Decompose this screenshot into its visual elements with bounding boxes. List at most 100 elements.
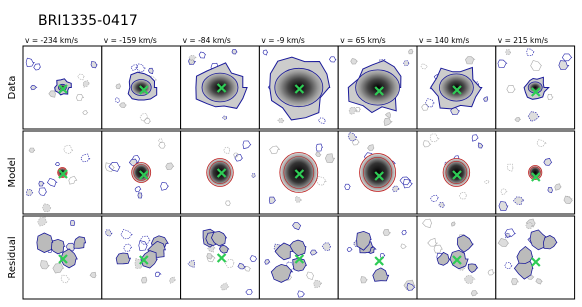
noise-contour bbox=[505, 49, 512, 55]
residual-contour bbox=[436, 251, 451, 266]
noise-contour bbox=[292, 222, 302, 231]
noise-contour bbox=[408, 48, 414, 55]
panel-frame bbox=[495, 215, 576, 300]
center-marker bbox=[531, 172, 541, 182]
panel bbox=[22, 130, 103, 215]
noise-contour bbox=[251, 173, 256, 178]
residual-contour bbox=[274, 242, 294, 261]
panel bbox=[416, 215, 497, 300]
noise-contour bbox=[249, 255, 258, 263]
title: BRI1335-0417 bbox=[38, 13, 138, 29]
noise-contour bbox=[42, 203, 52, 213]
center-marker bbox=[139, 255, 149, 265]
residual-contour bbox=[288, 239, 307, 257]
noise-contour bbox=[526, 48, 535, 57]
column-label: v = -159 km/s bbox=[104, 36, 157, 45]
center-marker bbox=[294, 254, 305, 264]
panel bbox=[22, 45, 103, 130]
residual-contour bbox=[210, 230, 228, 247]
noise-contour bbox=[63, 145, 74, 154]
noise-contour bbox=[70, 220, 76, 227]
center-marker bbox=[531, 87, 541, 97]
column-label: v = 65 km/s bbox=[340, 36, 386, 45]
noise-contour bbox=[500, 188, 508, 195]
noise-contour bbox=[425, 98, 435, 108]
noise-contour bbox=[306, 271, 315, 280]
noise-contour bbox=[430, 194, 440, 203]
noise-contour bbox=[158, 141, 166, 149]
noise-contour bbox=[135, 63, 146, 73]
center-marker bbox=[58, 84, 68, 94]
noise-contour bbox=[329, 56, 337, 63]
noise-contour bbox=[123, 243, 133, 252]
noise-contour bbox=[198, 51, 207, 59]
model-contour bbox=[209, 161, 231, 185]
noise-contour bbox=[38, 187, 47, 196]
center-marker bbox=[452, 255, 462, 265]
noise-contour bbox=[400, 243, 407, 249]
noise-contour bbox=[354, 107, 361, 113]
panel bbox=[180, 130, 260, 215]
noise-contour bbox=[527, 111, 540, 122]
noise-contour bbox=[384, 112, 391, 119]
panel bbox=[180, 215, 260, 300]
model bbox=[359, 153, 397, 192]
noise-contour bbox=[169, 276, 177, 284]
noise-contour bbox=[38, 180, 45, 187]
noise-contour bbox=[294, 195, 303, 203]
noise-contour bbox=[350, 58, 359, 65]
column-label: v = -234 km/s bbox=[25, 36, 78, 45]
model-contour bbox=[58, 168, 67, 177]
noise-contour bbox=[268, 196, 276, 204]
residual-contour bbox=[270, 263, 294, 283]
noise-contour bbox=[90, 60, 98, 69]
noise-contour bbox=[506, 84, 516, 94]
center-marker bbox=[139, 170, 149, 180]
residual-contour bbox=[73, 236, 87, 249]
noise-contour bbox=[497, 238, 510, 247]
center-marker bbox=[294, 84, 305, 94]
column-label: v = -9 km/s bbox=[261, 36, 305, 45]
residual-contour bbox=[542, 235, 558, 250]
residual-contour bbox=[356, 230, 372, 251]
noise-contour bbox=[465, 56, 476, 65]
noise-contour bbox=[188, 54, 197, 61]
center-marker bbox=[216, 253, 227, 263]
panel bbox=[258, 130, 339, 215]
noise-contour bbox=[233, 152, 240, 158]
noise-contour bbox=[313, 279, 323, 289]
center-marker bbox=[139, 85, 149, 95]
noise-contour bbox=[244, 265, 252, 272]
panel bbox=[180, 45, 260, 130]
noise-contour bbox=[105, 162, 115, 173]
noise-contour bbox=[28, 147, 36, 153]
noise-contour bbox=[68, 175, 78, 185]
center-marker bbox=[374, 86, 384, 96]
noise-contour bbox=[346, 247, 353, 252]
noise-contour bbox=[348, 106, 358, 115]
noise-contour bbox=[160, 182, 169, 191]
noise-contour bbox=[459, 192, 468, 200]
emission-core bbox=[355, 69, 401, 106]
noise-contour bbox=[54, 162, 60, 166]
noise-contour bbox=[120, 229, 133, 240]
noise-contour bbox=[315, 143, 323, 152]
noise-contour bbox=[487, 269, 495, 276]
residual-contour bbox=[467, 263, 479, 273]
noise-contour bbox=[563, 195, 573, 205]
model-contour bbox=[445, 161, 468, 185]
noise-contour bbox=[530, 60, 543, 71]
center-marker bbox=[216, 168, 227, 178]
noise-contour bbox=[347, 132, 358, 142]
noise-contour bbox=[25, 57, 35, 67]
noise-contour bbox=[554, 183, 562, 191]
noise-contour bbox=[403, 60, 410, 67]
noise-contour bbox=[422, 218, 433, 228]
model-contour bbox=[363, 157, 393, 189]
noise-contour bbox=[438, 202, 445, 208]
model bbox=[442, 158, 471, 187]
center-marker bbox=[531, 257, 541, 267]
center-marker bbox=[216, 83, 227, 93]
noise-contour bbox=[130, 64, 138, 71]
